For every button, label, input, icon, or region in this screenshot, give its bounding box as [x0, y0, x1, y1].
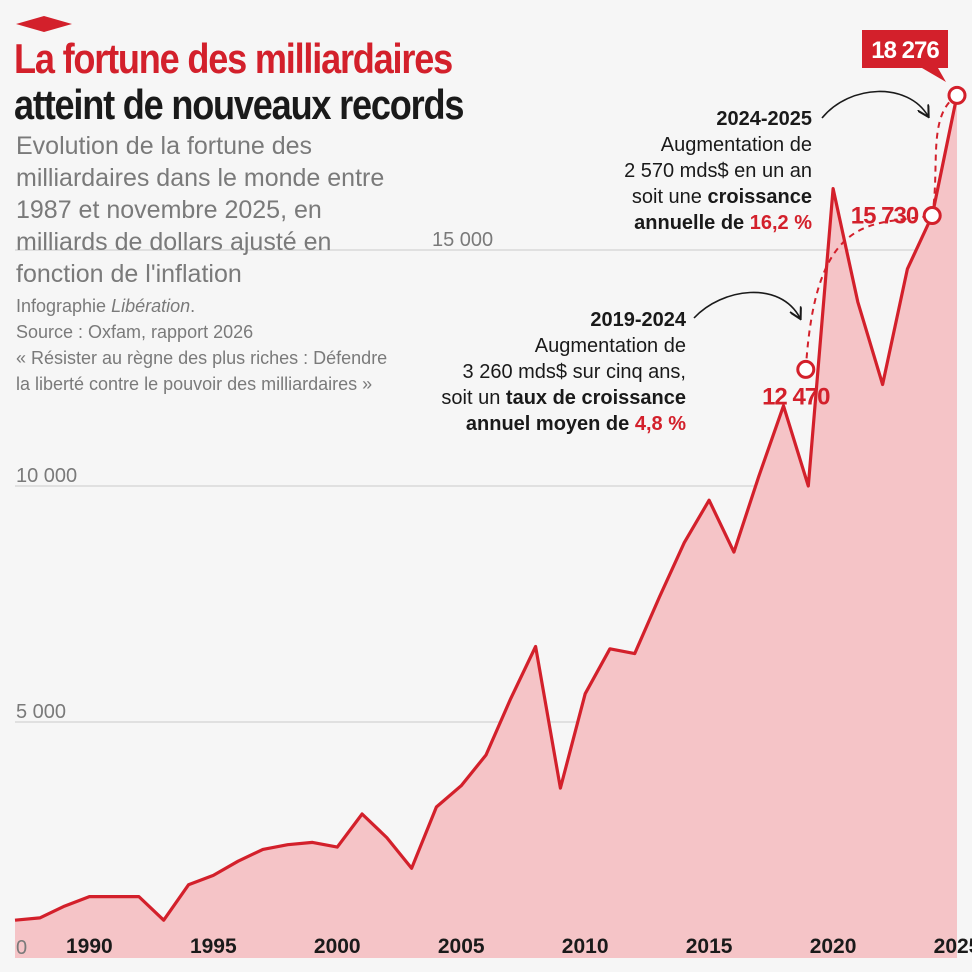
- subtitle: Evolution de la fortune des milliardaire…: [16, 132, 385, 288]
- annotation-line3: soit un: [441, 387, 506, 409]
- annotation-line4-bold: annuelle de: [634, 212, 750, 234]
- y-tick-label: 0: [16, 937, 27, 959]
- y-tick-label: 5 000: [16, 701, 66, 723]
- x-tick-label: 1990: [66, 935, 113, 958]
- annotation-period: 2019-2024: [590, 309, 686, 331]
- highlight-marks: 12 470 15 730 18 276: [762, 30, 967, 410]
- value-label: 15 730: [851, 203, 919, 230]
- axis-ticks: 0 5 000 10 000 15 000 1990 1995 2000 2005 2010 20…: [16, 229, 972, 959]
- highlight-point: [922, 206, 942, 226]
- annotation-2024-2025: 2024-2025 Augmentation de 2 570 mds$ en …: [492, 106, 812, 236]
- credit-suffix: .: [190, 296, 196, 316]
- annotation-period: 2024-2025: [716, 108, 812, 130]
- x-tick-label: 2005: [438, 935, 485, 958]
- latest-value-callout: [862, 30, 948, 82]
- dashed-curve-2019-2024: [804, 214, 933, 370]
- x-tick-label: 2020: [810, 935, 857, 958]
- annotation-rate: 16,2 %: [749, 212, 812, 234]
- highlight-point: [947, 85, 967, 105]
- x-tick-label: 2015: [686, 935, 733, 958]
- annotation-line1: Augmentation de: [534, 335, 686, 357]
- annotation-line2: 2 570 mds$ en un an: [624, 160, 812, 182]
- annotation-arrows: [693, 90, 928, 318]
- source: Source : Oxfam, rapport 2026: [16, 322, 254, 342]
- credit: Infographie Libération. Source : Oxfam, …: [16, 293, 396, 345]
- annotation-rate: 4,8 %: [634, 413, 686, 435]
- x-tick-label: 1995: [190, 935, 237, 958]
- credit-prefix: Infographie: [16, 296, 112, 316]
- area-fill: [15, 95, 957, 958]
- x-tick-label: 2010: [562, 935, 609, 958]
- y-tick-label: 10 000: [16, 465, 77, 487]
- growth-dashes: [804, 94, 958, 370]
- annotation-2019-2024: 2019-2024 Augmentation de 3 260 mds$ sur…: [326, 307, 686, 437]
- annotation-line4-bold: annuel moyen de: [465, 413, 635, 435]
- annotation-line3-bold: croissance: [707, 186, 812, 208]
- source-detail: « Résister au règne des plus riches : Dé…: [16, 348, 388, 394]
- credit-name: Libération: [111, 296, 191, 316]
- annotation-line1: Augmentation de: [660, 134, 812, 156]
- x-tick-label: 2000: [314, 935, 361, 958]
- arrow-2019-2024: [693, 291, 800, 318]
- y-tick-label: 15 000: [432, 229, 493, 251]
- x-tick-label: 2025: [934, 935, 972, 958]
- title-line2: atteint de nouveaux records: [14, 81, 464, 128]
- annotation-line3-bold: taux de croissance: [505, 387, 686, 409]
- highlight-point: [796, 359, 816, 379]
- series-line: [14, 95, 959, 922]
- dashed-curve-2024-2025: [931, 94, 958, 216]
- arrow-2024-2025: [821, 90, 928, 118]
- annotation-line2: 3 260 mds$ sur cinq ans,: [462, 361, 686, 383]
- latest-value-label: 18 276: [871, 37, 939, 64]
- title-line1: La fortune des milliardaires: [14, 35, 453, 82]
- liberation-logo-icon: [16, 16, 72, 32]
- value-label: 12 470: [762, 383, 830, 410]
- annotation-line3: soit une: [631, 186, 708, 208]
